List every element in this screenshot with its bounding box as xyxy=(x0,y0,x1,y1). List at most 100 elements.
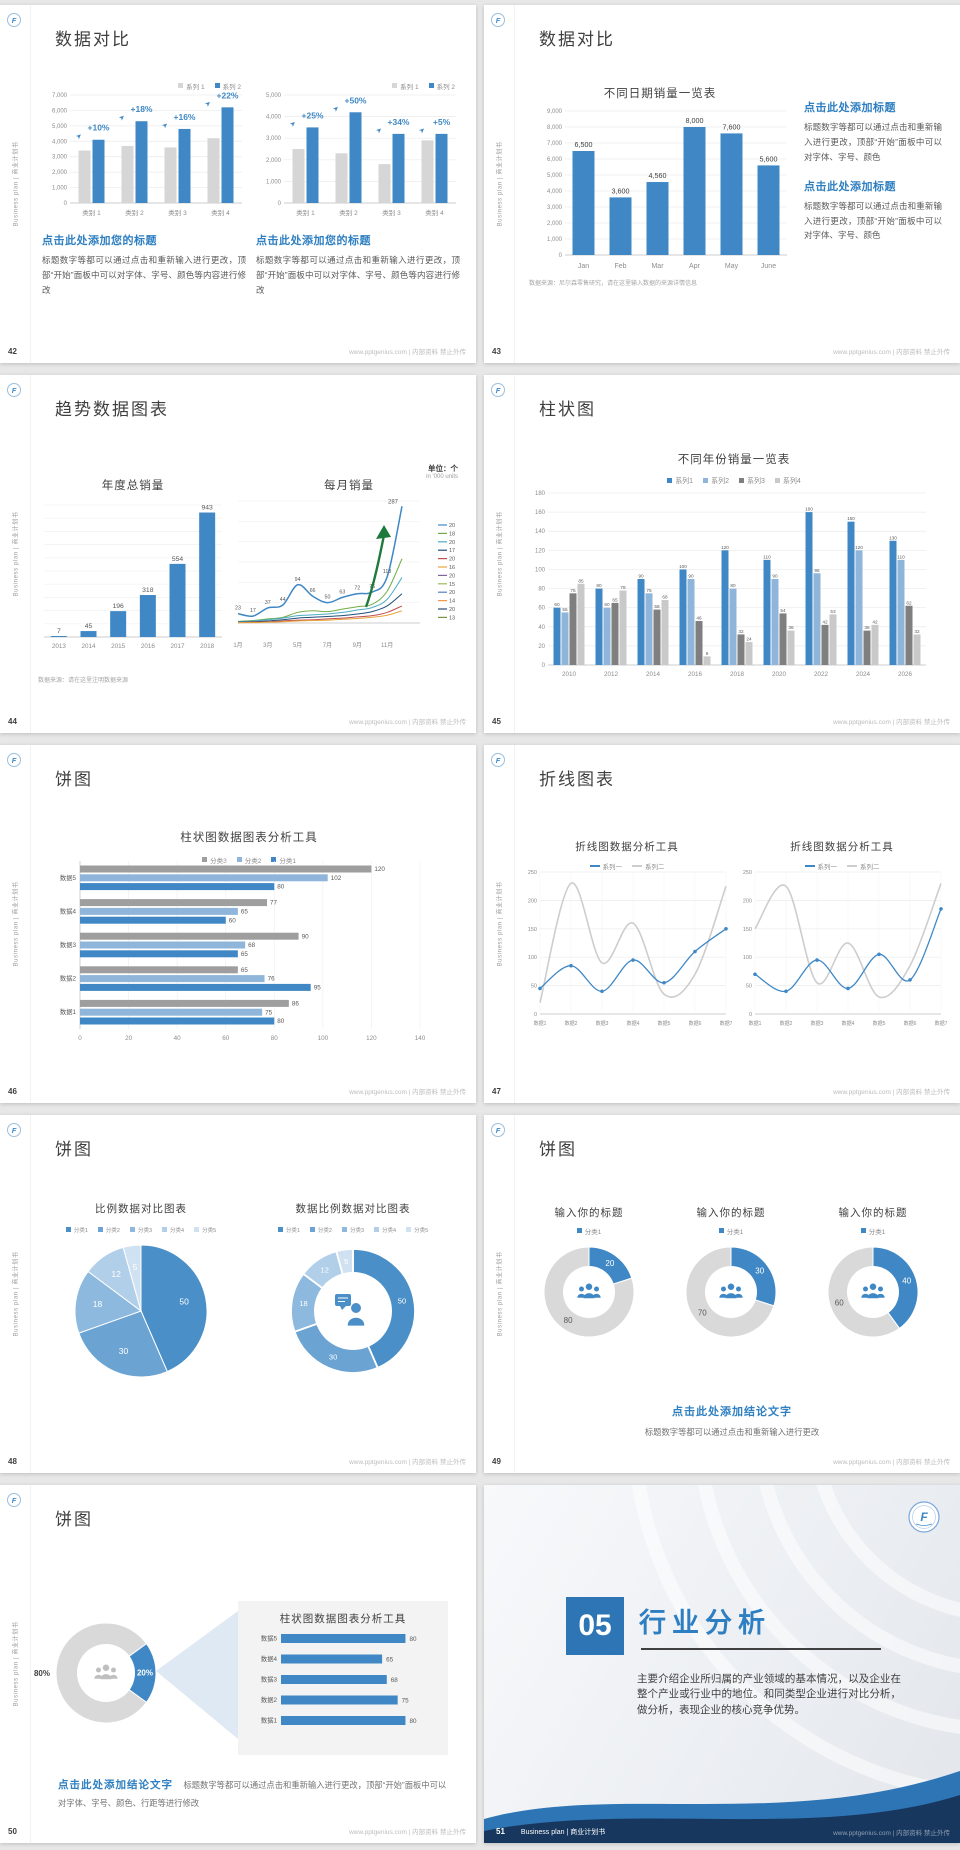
grouped-bar-chart: 0 1,000 2,000 3,000 4,000 5,000 6,000 7,000 类别 1… xyxy=(42,87,246,224)
svg-text:1月: 1月 xyxy=(233,642,242,649)
svg-text:数据4: 数据4 xyxy=(842,1020,855,1027)
brand-logo-icon: F xyxy=(7,13,21,27)
page-number: 43 xyxy=(492,347,501,356)
svg-text:554: 554 xyxy=(172,556,184,563)
svg-text:11月: 11月 xyxy=(381,642,393,649)
svg-text:数据7: 数据7 xyxy=(935,1020,947,1027)
svg-text:30: 30 xyxy=(119,1346,129,1356)
svg-text:160: 160 xyxy=(535,510,546,516)
section-number: 05 xyxy=(566,1597,624,1655)
page-number: 49 xyxy=(492,1457,501,1466)
svg-text:60: 60 xyxy=(222,1035,230,1042)
chart-title: 柱状图数据图表分析工具 xyxy=(180,832,318,844)
chart-title: 折线图数据分析工具 xyxy=(575,841,679,853)
legend-item: 分类3 xyxy=(341,1226,364,1234)
watermark: www.pptgenius.com | 内部资料 禁止外传 xyxy=(833,1459,950,1466)
svg-text:2014: 2014 xyxy=(646,671,661,678)
page-number: 50 xyxy=(8,1827,17,1836)
slide-footer: 47 www.pptgenius.com | 内部资料 禁止外传 xyxy=(492,1086,950,1096)
legend-item: 系列4 xyxy=(774,476,801,486)
legend-item: 分类4 xyxy=(162,1226,184,1234)
svg-text:2013: 2013 xyxy=(52,643,67,650)
svg-text:200: 200 xyxy=(743,898,752,904)
svg-text:60: 60 xyxy=(554,602,560,607)
slide-title: 趋势数据图表 xyxy=(55,400,169,419)
sidebar-vertical-text: Business plan | 商业计划书 xyxy=(497,881,504,967)
conclusion-heading: 点击此处添加结论文字 xyxy=(672,1406,792,1418)
svg-text:+16%: +16% xyxy=(174,112,196,122)
svg-text:18: 18 xyxy=(449,531,455,537)
svg-text:数据1: 数据1 xyxy=(534,1020,547,1027)
svg-text:60: 60 xyxy=(538,606,545,612)
svg-text:50: 50 xyxy=(746,984,752,990)
watermark: www.pptgenius.com | 内部资料 禁止外传 xyxy=(833,1089,950,1096)
svg-text:3,000: 3,000 xyxy=(52,155,68,161)
watermark: www.pptgenius.com | 内部资料 禁止外传 xyxy=(349,1459,466,1466)
svg-text:66: 66 xyxy=(310,588,316,594)
page-number: 48 xyxy=(8,1457,17,1466)
chart-title: 不同日期销量一览表 xyxy=(603,88,717,100)
svg-text:2018: 2018 xyxy=(730,671,745,678)
brand-logo-icon: F xyxy=(7,1123,21,1137)
slide-50: F Business plan | 商业计划书 饼图 20% 80% 柱状图数据图… xyxy=(0,1485,476,1843)
svg-text:86: 86 xyxy=(292,1001,300,1008)
slide-footer: 44 www.pptgenius.com | 内部资料 禁止外传 xyxy=(8,716,466,726)
legend-item: 分类3 xyxy=(202,855,227,865)
svg-text:7,600: 7,600 xyxy=(723,122,741,131)
sidebar-strip: F Business plan | 商业计划书 xyxy=(484,5,515,363)
slide-44: F Business plan | 商业计划书 趋势数据图表 单位：个 in '… xyxy=(0,375,476,733)
legend: 系列 1 系列 2 xyxy=(42,75,246,91)
svg-text:20: 20 xyxy=(449,573,455,579)
svg-text:50: 50 xyxy=(179,1297,189,1307)
svg-text:2016: 2016 xyxy=(688,671,703,678)
svg-text:F: F xyxy=(496,756,501,765)
kpi-donut-block: 输入你的标题 分类1 20 80 xyxy=(522,1205,656,1357)
svg-text:F: F xyxy=(12,1496,17,1505)
placeholder-body: 标题数字等都可以通过点击和重新输入进行更改，顶部“开始”面板中可以对字体、字号、… xyxy=(256,255,460,295)
divider-line xyxy=(641,1648,881,1650)
svg-text:318: 318 xyxy=(142,587,154,594)
sidebar-strip: F Business plan | 商业计划书 xyxy=(484,375,515,733)
slide-footer: 46 www.pptgenius.com | 内部资料 禁止外传 xyxy=(8,1086,466,1096)
svg-text:75: 75 xyxy=(646,588,652,593)
svg-text:180: 180 xyxy=(535,491,546,497)
svg-text:250: 250 xyxy=(743,870,752,876)
sidebar-vertical-text: Business plan | 商业计划书 xyxy=(497,1251,504,1337)
svg-text:类别 4: 类别 4 xyxy=(211,208,230,217)
svg-text:5,000: 5,000 xyxy=(52,124,68,130)
slide-footer: 49 www.pptgenius.com | 内部资料 禁止外传 xyxy=(492,1456,950,1466)
svg-text:4,000: 4,000 xyxy=(547,189,563,195)
svg-text:13: 13 xyxy=(449,615,455,621)
sidebar-vertical-text: Business plan | 商业计划书 xyxy=(13,511,20,597)
growth-arrow-icon: ➤ xyxy=(75,132,84,141)
chart-title: 每月销量 xyxy=(324,480,374,492)
legend-item: 系列1 xyxy=(667,476,693,486)
svg-text:140: 140 xyxy=(535,529,546,535)
section-title: 行业分析 xyxy=(639,1608,771,1638)
placeholder-heading: 点击此处添加您的标题 xyxy=(256,235,371,247)
line-chart: 23 17 37 44 94 66 50 63 72 76 113 287 1月 3月 5月 7月 9月 11月 2… xyxy=(232,493,466,656)
svg-text:68: 68 xyxy=(248,942,256,949)
svg-text:F: F xyxy=(12,756,17,765)
svg-text:17: 17 xyxy=(449,548,455,554)
brand-logo-icon: F xyxy=(491,383,505,397)
legend: 分类1 分类2 分类3 分类4 分类5 xyxy=(250,1219,456,1234)
slide-46: F Business plan | 商业计划书 饼图 柱状图数据图表分析工具 分… xyxy=(0,745,476,1103)
svg-text:类别 2: 类别 2 xyxy=(125,208,144,217)
donut-chart: 40 60 xyxy=(806,1232,940,1357)
brand-logo-icon: F xyxy=(491,13,505,27)
svg-text:80: 80 xyxy=(564,1316,573,1325)
svg-text:数据4: 数据4 xyxy=(261,1654,278,1663)
placeholder-body: 标题数字等都可以通过点击和重新输入进行更改，顶部“开始”面板中可以对字体、字号、… xyxy=(804,122,942,162)
line-chart: 0 50 100 150 200 250 数据1 数据2 数据3 数据4 数据5 数据6 数据7 xyxy=(737,866,948,1035)
watermark: www.pptgenius.com | 内部资料 禁止外传 xyxy=(833,1830,950,1837)
svg-text:120: 120 xyxy=(366,1035,377,1042)
donut-chart: 50 30 18 12 5 xyxy=(250,1231,456,1394)
svg-text:1,000: 1,000 xyxy=(547,237,563,243)
chart-title: 年度总销量 xyxy=(101,480,165,492)
chart-block-right: 系列 1 系列 2 0 1,000 2,000 3,000 4,000 5,000 类别 1 +… xyxy=(256,75,460,298)
svg-text:42: 42 xyxy=(872,619,878,624)
svg-text:80: 80 xyxy=(277,1018,285,1025)
chart-title: 比例数据对比图表 xyxy=(95,1203,187,1215)
svg-text:80: 80 xyxy=(409,1718,417,1725)
